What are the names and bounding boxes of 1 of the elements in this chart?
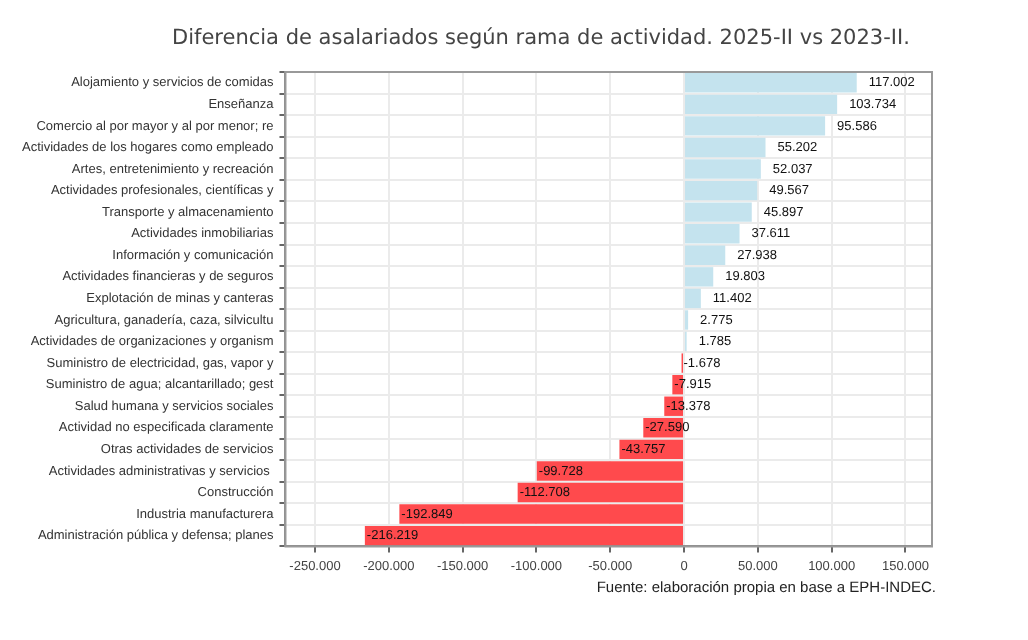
chart-title: Diferencia de asalariados según rama de actividad. 2025-II vs 2023-II. (172, 26, 910, 50)
